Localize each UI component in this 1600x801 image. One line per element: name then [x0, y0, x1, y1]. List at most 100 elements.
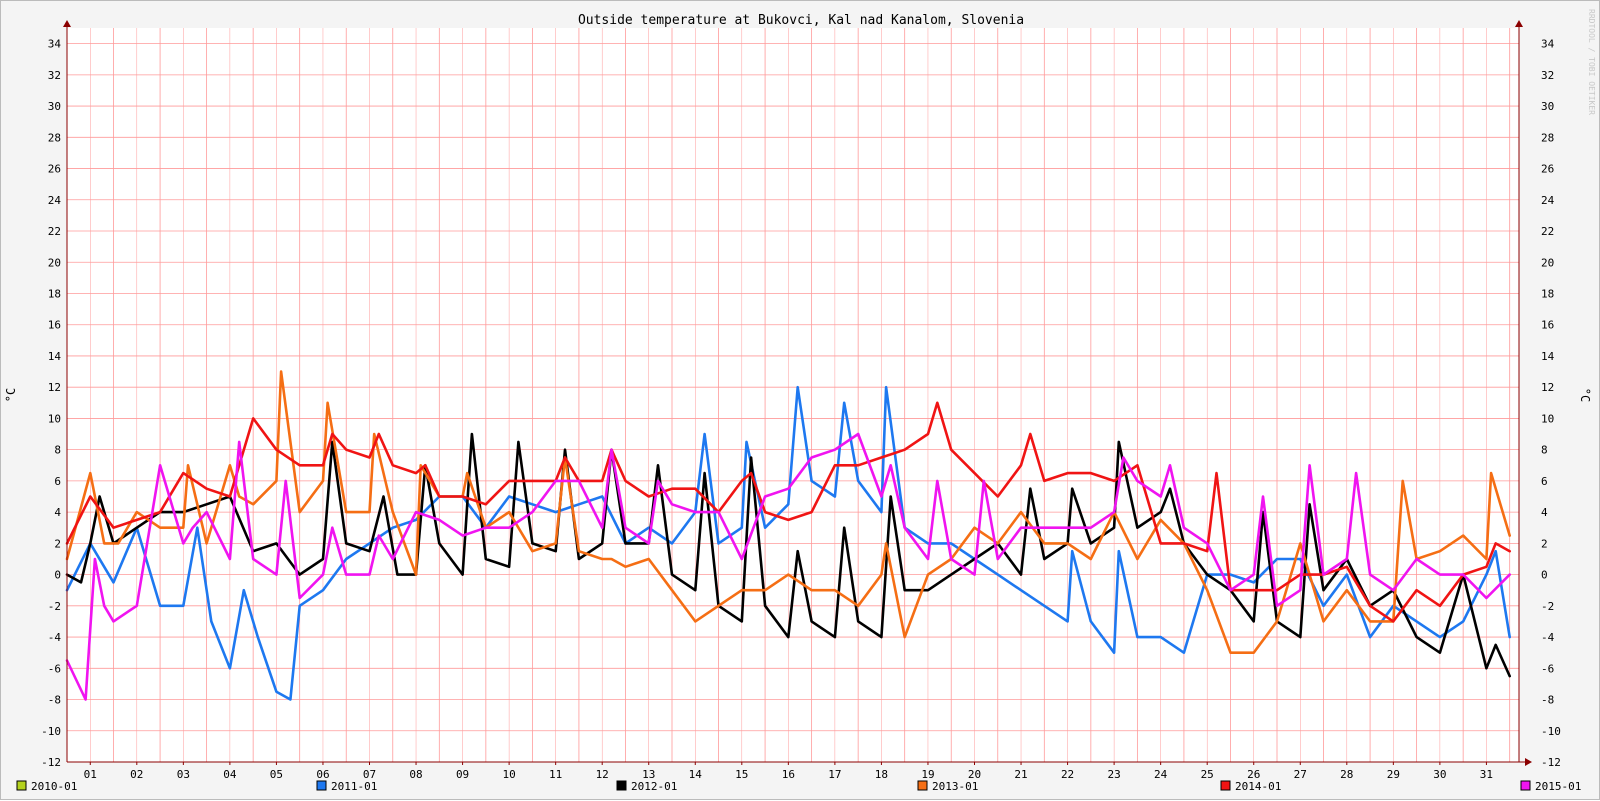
x-tick-label: 19 — [921, 768, 934, 781]
y-tick-label-right: 14 — [1541, 350, 1555, 363]
y-axis-arrow-right — [1515, 20, 1523, 27]
y-axis-label-right: °C — [1578, 388, 1592, 402]
x-tick-label: 03 — [177, 768, 190, 781]
y-axis-arrow-left — [63, 20, 71, 27]
y-tick-label-right: 32 — [1541, 69, 1554, 82]
x-tick-label: 27 — [1294, 768, 1307, 781]
axis-layer — [63, 20, 1532, 766]
legend-swatch — [1220, 780, 1231, 791]
y-tick-label-right: -10 — [1541, 725, 1561, 738]
y-tick-label-left: 6 — [54, 475, 61, 488]
y-tick-label-left: -2 — [48, 600, 61, 613]
y-tick-label-right: -6 — [1541, 662, 1554, 675]
x-tick-label: 05 — [270, 768, 283, 781]
y-tick-label-right: 4 — [1541, 506, 1548, 519]
legend-swatch — [1520, 780, 1531, 791]
x-tick-label: 28 — [1340, 768, 1353, 781]
y-tick-label-left: 0 — [54, 569, 61, 582]
y-tick-label-right: -8 — [1541, 694, 1554, 707]
x-tick-label: 08 — [409, 768, 422, 781]
series-line-2014-01 — [65, 401, 1511, 623]
y-tick-label-right: 12 — [1541, 381, 1554, 394]
x-tick-label: 31 — [1480, 768, 1493, 781]
y-tick-label-right: 6 — [1541, 475, 1548, 488]
y-tick-label-right: 16 — [1541, 319, 1554, 332]
x-tick-label: 09 — [456, 768, 469, 781]
x-tick-label: 13 — [642, 768, 655, 781]
y-tick-label-left: 10 — [48, 412, 61, 425]
x-tick-label: 14 — [689, 768, 703, 781]
y-tick-label-right: 20 — [1541, 256, 1554, 269]
series-line-2015-01 — [65, 432, 1511, 701]
y-tick-label-left: -8 — [48, 694, 61, 707]
y-tick-label-left: 4 — [54, 506, 61, 519]
y-tick-label-right: 30 — [1541, 100, 1554, 113]
x-tick-label: 20 — [968, 768, 981, 781]
y-tick-label-left: 14 — [48, 350, 62, 363]
x-tick-label: 25 — [1201, 768, 1214, 781]
chart-title: Outside temperature at Bukovci, Kal nad … — [578, 13, 1024, 28]
y-tick-label-left: 2 — [54, 537, 61, 550]
x-tick-label: 26 — [1247, 768, 1260, 781]
y-tick-label-right: -12 — [1541, 756, 1561, 769]
y-tick-label-right: 2 — [1541, 537, 1548, 550]
y-tick-label-left: 8 — [54, 444, 61, 457]
y-tick-label-left: 18 — [48, 287, 61, 300]
y-tick-label-right: 34 — [1541, 38, 1555, 51]
y-tick-label-left: 32 — [48, 69, 61, 82]
legend-label: 2015-01 — [1535, 780, 1581, 793]
y-tick-label-left: 26 — [48, 163, 61, 176]
y-tick-label-left: 24 — [48, 194, 62, 207]
x-tick-label: 18 — [875, 768, 888, 781]
legend-label: 2011-01 — [331, 780, 377, 793]
x-tick-label: 17 — [828, 768, 841, 781]
y-tick-label-left: -12 — [41, 756, 61, 769]
y-tick-label-left: 16 — [48, 319, 61, 332]
y-tick-label-right: 22 — [1541, 225, 1554, 238]
y-axis-label-left: °C — [4, 388, 18, 402]
y-tick-label-right: 18 — [1541, 287, 1554, 300]
x-tick-label: 12 — [596, 768, 609, 781]
series-line-2012-01 — [65, 432, 1511, 678]
y-tick-label-right: 10 — [1541, 412, 1554, 425]
x-tick-label: 02 — [130, 768, 143, 781]
series-layer — [65, 370, 1511, 701]
x-tick-label: 15 — [735, 768, 748, 781]
y-tick-label-left: -10 — [41, 725, 61, 738]
y-tick-label-left: 30 — [48, 100, 61, 113]
x-tick-label: 10 — [502, 768, 515, 781]
x-tick-label: 29 — [1387, 768, 1400, 781]
legend-swatch — [917, 780, 928, 791]
legend-swatch — [16, 780, 27, 791]
x-tick-label: 23 — [1107, 768, 1120, 781]
series-line-2011-01 — [65, 385, 1511, 701]
series-line-2013-01 — [65, 370, 1511, 655]
legend: 2010-01 2011-01 2012-01 2013-01 2014-01 2015-… — [16, 780, 1581, 793]
y-tick-label-left: 28 — [48, 131, 61, 144]
y-tick-label-right: -2 — [1541, 600, 1554, 613]
y-tick-label-right: 26 — [1541, 163, 1554, 176]
y-tick-label-left: 22 — [48, 225, 61, 238]
legend-swatch — [316, 780, 327, 791]
y-tick-label-left: 12 — [48, 381, 61, 394]
y-tick-label-right: 0 — [1541, 569, 1548, 582]
legend-swatch — [616, 780, 627, 791]
x-tick-label: 07 — [363, 768, 376, 781]
x-tick-label: 24 — [1154, 768, 1168, 781]
y-tick-label-left: -4 — [48, 631, 62, 644]
y-tick-label-right: 28 — [1541, 131, 1554, 144]
y-tick-label-right: -4 — [1541, 631, 1555, 644]
label-layer: -12 -12-10 -10-8 -8-6 -6-4 -4-2 -20 02 24 46 68 810… — [41, 38, 1561, 781]
x-tick-label: 06 — [316, 768, 329, 781]
legend-label: 2014-01 — [1235, 780, 1281, 793]
x-axis-arrow — [1525, 758, 1532, 766]
legend-label: 2013-01 — [932, 780, 978, 793]
x-tick-label: 01 — [84, 768, 97, 781]
x-tick-label: 22 — [1061, 768, 1074, 781]
y-tick-label-right: 8 — [1541, 444, 1548, 457]
watermark: RRDTOOL / TOBI OETIKER — [1587, 9, 1596, 115]
legend-label: 2010-01 — [31, 780, 77, 793]
x-tick-label: 30 — [1433, 768, 1446, 781]
